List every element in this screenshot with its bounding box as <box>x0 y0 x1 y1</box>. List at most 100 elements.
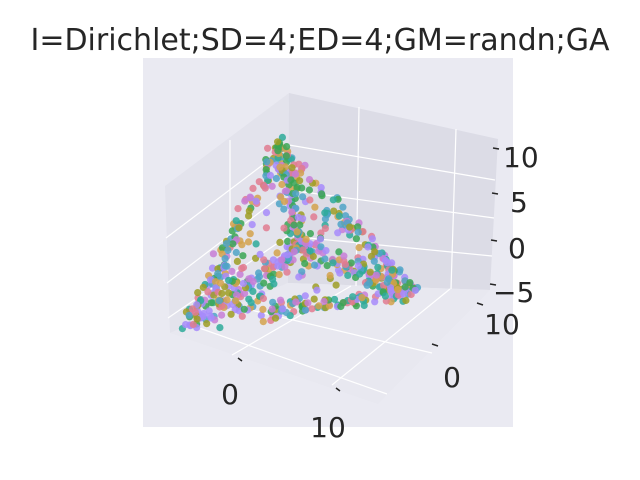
scatter-point <box>411 286 419 294</box>
scatter-point <box>246 230 254 238</box>
scatter-point <box>239 252 247 260</box>
scatter-point <box>335 248 343 256</box>
scatter-point <box>330 207 338 215</box>
scatter-point <box>308 305 316 313</box>
scatter-point <box>249 184 257 192</box>
scatter-point <box>394 286 402 294</box>
scatter-point <box>325 302 334 310</box>
scatter-point <box>288 164 296 172</box>
scatter-point <box>298 268 306 276</box>
z-tick-mark <box>490 239 498 242</box>
scatter-point <box>299 246 307 254</box>
scatter-point <box>255 273 263 281</box>
scatter-point <box>209 250 217 258</box>
scatter-point <box>263 158 271 166</box>
scatter-point <box>295 273 303 281</box>
scatter-point <box>305 176 314 184</box>
scatter-point <box>339 203 347 211</box>
scatter-point <box>233 291 241 299</box>
scatter-point <box>246 193 254 201</box>
scatter-point <box>346 223 354 231</box>
scatter-point <box>229 240 237 248</box>
tick-marks <box>237 147 500 392</box>
scatter-point <box>269 298 277 306</box>
scatter-point <box>293 228 301 236</box>
scatter-point <box>288 208 296 216</box>
scatter-point <box>329 259 337 267</box>
scatter-point <box>232 248 240 257</box>
scatter-point <box>273 249 281 257</box>
scatter-point <box>315 302 323 310</box>
y-tick-mark <box>431 343 439 347</box>
scatter-point <box>278 133 286 141</box>
scatter-point <box>341 212 350 220</box>
scatter-point <box>282 187 290 195</box>
scatter-point <box>279 305 287 313</box>
scatter-point <box>228 267 236 275</box>
scatter-point <box>203 320 211 328</box>
scatter-point <box>278 256 286 264</box>
scatter-point <box>344 271 352 279</box>
scatter-point <box>299 193 307 201</box>
scatter-point <box>337 220 345 228</box>
scatter-point <box>330 295 339 303</box>
back-gridline <box>450 128 457 290</box>
x-tick-mark <box>335 387 341 392</box>
scatter-point <box>318 190 326 198</box>
gridlines <box>165 106 496 395</box>
scatter-point <box>276 238 284 246</box>
scatter-point <box>336 269 344 277</box>
scatter-point <box>233 257 241 265</box>
scatter-point <box>400 290 408 298</box>
scatter-point <box>274 138 282 146</box>
scatter-point <box>383 259 391 267</box>
scatter-point <box>189 320 197 329</box>
y-tick-label: 0 <box>443 361 461 394</box>
scatter-point <box>275 271 283 279</box>
scatter-point <box>316 235 325 243</box>
scatter-point <box>218 311 226 319</box>
scatter-point <box>335 212 343 220</box>
scatter-point <box>238 312 246 320</box>
scatter-point <box>204 288 212 296</box>
scatter-point <box>310 261 319 269</box>
scatter-point <box>301 292 309 300</box>
scatter-point <box>386 284 395 292</box>
scatter-point <box>194 289 202 297</box>
scatter-point <box>302 235 310 243</box>
scatter-point <box>292 298 300 306</box>
floor-gridline <box>184 322 388 395</box>
scatter-point <box>241 289 249 297</box>
x-tick-label: 10 <box>310 411 346 444</box>
scatter-point <box>218 302 226 310</box>
scatter-point <box>262 224 270 232</box>
scatter-point <box>222 240 231 248</box>
scatter-point <box>216 279 225 287</box>
y-tick-label: 10 <box>484 308 520 341</box>
scatter-point <box>394 291 402 299</box>
scatter-point <box>200 309 208 318</box>
scatter-point <box>245 207 253 215</box>
scatter-point <box>311 203 319 211</box>
scatter-point <box>264 144 272 152</box>
scatter-point <box>352 235 360 243</box>
scatter-point <box>294 213 302 221</box>
scatter-point <box>329 196 337 204</box>
x-tick-mark <box>237 357 243 362</box>
scatter-point <box>374 263 382 271</box>
scatter-point <box>309 252 317 260</box>
x-tick-label: 0 <box>221 378 239 411</box>
scatter-point <box>191 308 199 316</box>
scatter-point <box>266 171 274 179</box>
scatter-point <box>290 248 298 256</box>
back-gridline <box>288 144 496 181</box>
scatter-point <box>290 221 298 229</box>
scatter-point <box>240 305 248 313</box>
scatter-point <box>232 217 240 225</box>
scatter-point <box>247 299 255 307</box>
scatter-point <box>371 298 379 306</box>
scatter-point <box>259 181 267 189</box>
scatter-point <box>238 241 246 249</box>
scatter-points <box>178 133 422 333</box>
